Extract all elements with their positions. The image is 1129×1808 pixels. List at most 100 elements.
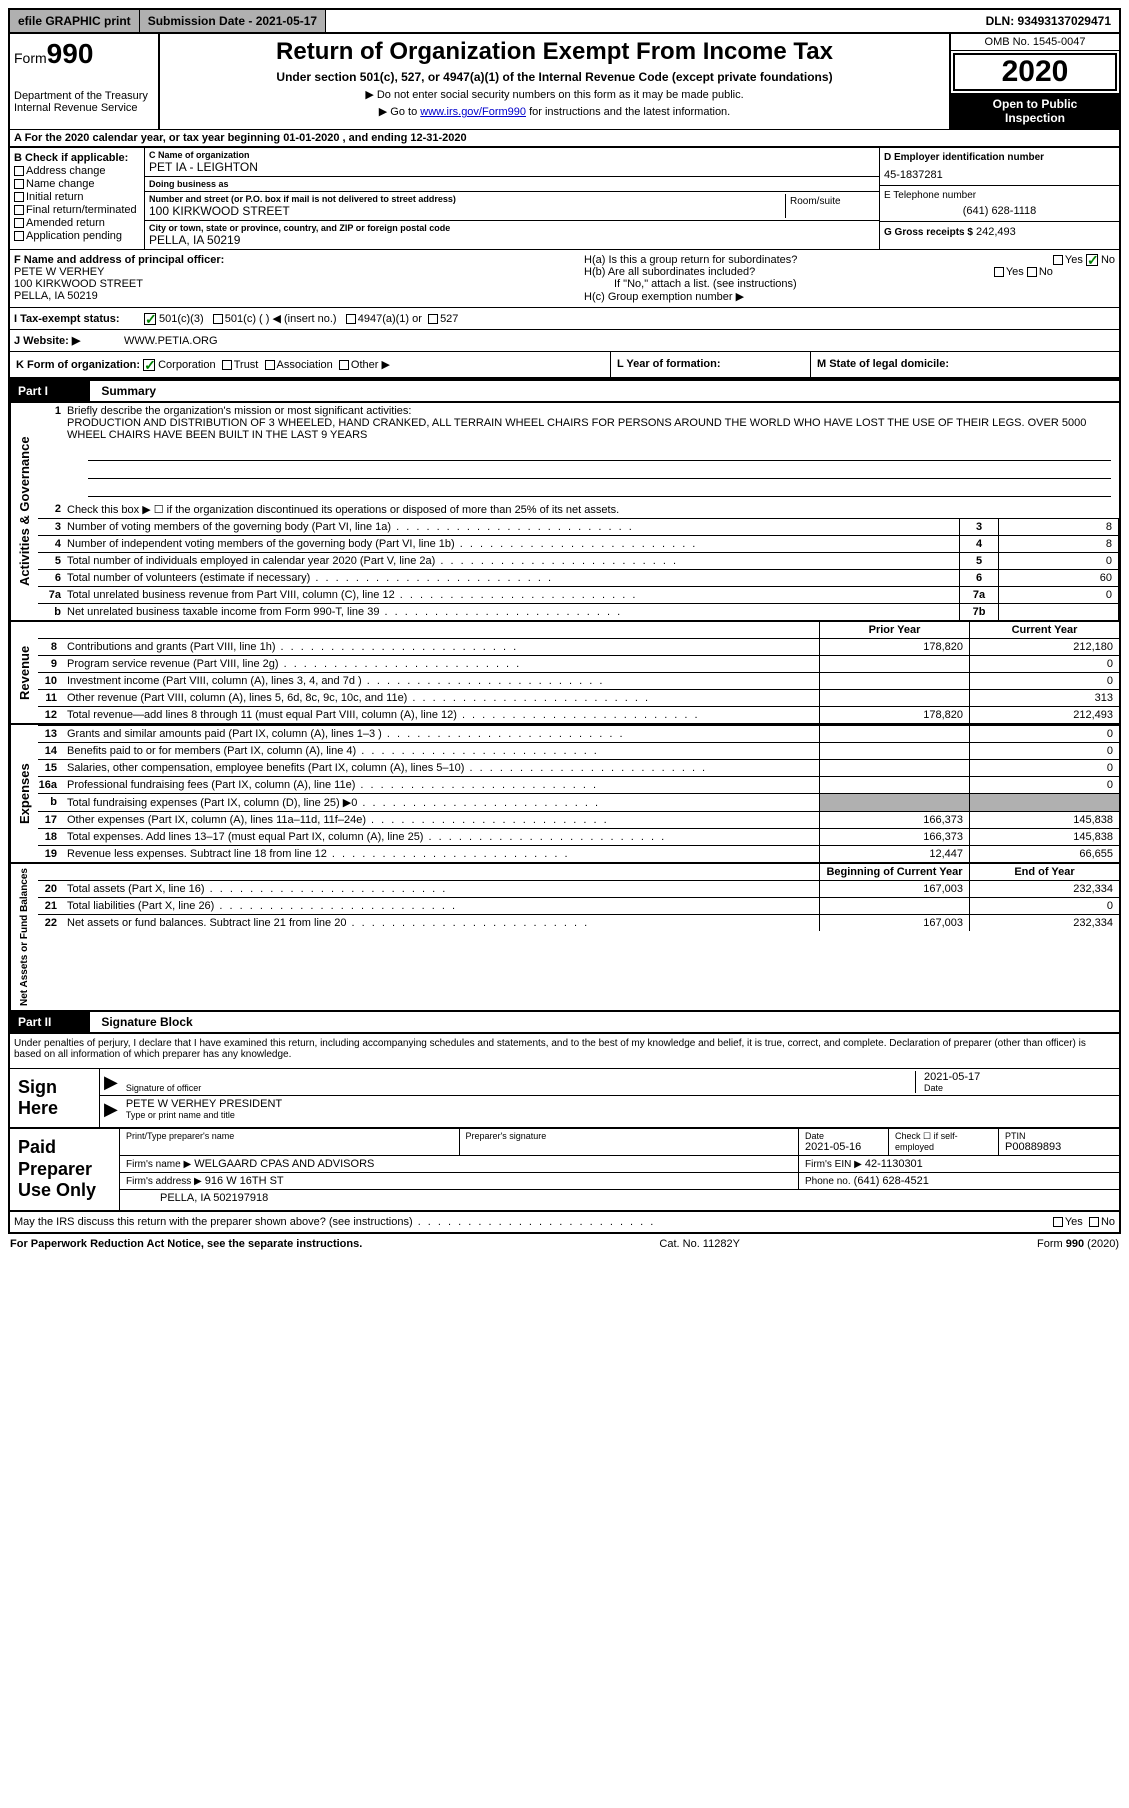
table-row: 8Contributions and grants (Part VIII, li…: [38, 638, 1119, 655]
irs-label: Internal Revenue Service: [14, 102, 154, 114]
footer-left: For Paperwork Reduction Act Notice, see …: [10, 1238, 362, 1250]
table-row: 17Other expenses (Part IX, column (A), l…: [38, 811, 1119, 828]
hb-yes[interactable]: [994, 267, 1004, 277]
room-suite: Room/suite: [785, 194, 875, 218]
revenue-section: Revenue Prior Year Current Year 8Contrib…: [8, 622, 1121, 725]
year-formation: L Year of formation:: [610, 352, 810, 377]
firm-phone-label: Phone no.: [805, 1176, 851, 1187]
table-row: 22Net assets or fund balances. Subtract …: [38, 914, 1119, 931]
table-row: 21Total liabilities (Part X, line 26)0: [38, 897, 1119, 914]
sign-here-label: Sign Here: [10, 1069, 100, 1127]
hb-no[interactable]: [1027, 267, 1037, 277]
tax-exempt-row: I Tax-exempt status: 501(c)(3) 501(c) ( …: [8, 308, 1121, 330]
city-value: PELLA, IA 50219: [149, 233, 875, 247]
line3: Number of voting members of the governin…: [67, 521, 955, 533]
v7a: 0: [999, 587, 1119, 603]
tab-activities: Activities & Governance: [10, 403, 38, 620]
org-name: PET IA - LEIGHTON: [149, 160, 875, 174]
v4: 8: [999, 536, 1119, 552]
col-prior-year: Prior Year: [819, 622, 969, 638]
tab-revenue: Revenue: [10, 622, 38, 723]
top-bar: efile GRAPHIC print Submission Date - 20…: [8, 8, 1121, 34]
form-subtitle: Under section 501(c), 527, or 4947(a)(1)…: [164, 70, 945, 84]
gross-label: G Gross receipts $: [884, 227, 973, 238]
phone-label: E Telephone number: [884, 190, 1115, 201]
chk-amended[interactable]: [14, 218, 24, 228]
expenses-section: Expenses 13Grants and similar amounts pa…: [8, 725, 1121, 864]
chk-name-change[interactable]: [14, 179, 24, 189]
activities-governance-section: Activities & Governance 1 Briefly descri…: [8, 403, 1121, 622]
v6: 60: [999, 570, 1119, 586]
table-row: 16aProfessional fundraising fees (Part I…: [38, 776, 1119, 793]
efile-print-button[interactable]: efile GRAPHIC print: [10, 10, 140, 32]
form-title: Return of Organization Exempt From Incom…: [164, 38, 945, 66]
chk-501c3[interactable]: [144, 313, 156, 325]
footer: For Paperwork Reduction Act Notice, see …: [8, 1234, 1121, 1254]
phone-value: (641) 628-1118: [884, 205, 1115, 217]
chk-address-change[interactable]: [14, 166, 24, 176]
ptin-val: P00889893: [1005, 1141, 1113, 1153]
irs-form990-link[interactable]: www.irs.gov/Form990: [420, 106, 526, 118]
net-assets-section: Net Assets or Fund Balances Beginning of…: [8, 864, 1121, 1012]
table-row: 12Total revenue—add lines 8 through 11 (…: [38, 706, 1119, 723]
city-label: City or town, state or province, country…: [149, 223, 875, 233]
ein-value: 45-1837281: [884, 169, 1115, 181]
addr-label: Number and street (or P.O. box if mail i…: [149, 194, 785, 204]
sig-officer-label: Signature of officer: [126, 1083, 915, 1093]
table-row: 9Program service revenue (Part VIII, lin…: [38, 655, 1119, 672]
table-row: 15Salaries, other compensation, employee…: [38, 759, 1119, 776]
part1-header: Part I: [10, 381, 90, 401]
open-public-badge: Open to PublicInspection: [951, 93, 1119, 129]
dept-treasury: Department of the Treasury: [14, 90, 154, 102]
line4: Number of independent voting members of …: [67, 538, 955, 550]
sig-date-value: 2021-05-17: [924, 1071, 1115, 1083]
chk-527[interactable]: [428, 314, 438, 324]
penalty-text: Under penalties of perjury, I declare th…: [10, 1034, 1119, 1064]
firm-name: WELGAARD CPAS AND ADVISORS: [194, 1158, 374, 1170]
table-row: 19Revenue less expenses. Subtract line 1…: [38, 845, 1119, 862]
col-b-checkboxes: B Check if applicable: Address change Na…: [10, 148, 145, 249]
prep-sig-label: Preparer's signature: [466, 1131, 793, 1141]
col-end-year: End of Year: [969, 864, 1119, 880]
chk-trust[interactable]: [222, 360, 232, 370]
chk-other[interactable]: [339, 360, 349, 370]
form-number: Form990: [14, 38, 154, 70]
firm-phone: (641) 628-4521: [854, 1175, 929, 1187]
ha-yes[interactable]: [1053, 255, 1063, 265]
chk-assoc[interactable]: [265, 360, 275, 370]
ptin-label: PTIN: [1005, 1131, 1113, 1141]
chk-corp[interactable]: [143, 359, 155, 371]
chk-501c[interactable]: [213, 314, 223, 324]
table-row: 13Grants and similar amounts paid (Part …: [38, 725, 1119, 742]
line2-text: Check this box ▶ ☐ if the organization d…: [67, 503, 1115, 516]
chk-final-return[interactable]: [14, 205, 24, 215]
officer-group-block: F Name and address of principal officer:…: [8, 250, 1121, 308]
org-name-label: C Name of organization: [149, 150, 875, 160]
sign-arrow-icon: ▶: [104, 1072, 126, 1093]
tab-expenses: Expenses: [10, 725, 38, 862]
ha-no[interactable]: [1086, 254, 1098, 266]
line7b: Net unrelated business taxable income fr…: [67, 606, 955, 618]
tax-year: 2020: [953, 53, 1117, 91]
discuss-no[interactable]: [1089, 1217, 1099, 1227]
part1-title: Summary: [93, 384, 156, 398]
chk-4947[interactable]: [346, 314, 356, 324]
chk-pending[interactable]: [14, 231, 24, 241]
hb-question: H(b) Are all subordinates included? Yes …: [584, 266, 1115, 278]
prep-self-emp: Check ☐ if self-employed: [889, 1129, 999, 1155]
chk-initial-return[interactable]: [14, 192, 24, 202]
discuss-yes[interactable]: [1053, 1217, 1063, 1227]
sig-date-label: Date: [924, 1083, 1115, 1093]
part2-header: Part II: [10, 1012, 90, 1032]
col-begin-year: Beginning of Current Year: [819, 864, 969, 880]
row-a-tax-year: A For the 2020 calendar year, or tax yea…: [8, 129, 1121, 148]
org-info-block: B Check if applicable: Address change Na…: [8, 148, 1121, 250]
dln-label: DLN: 93493137029471: [978, 10, 1119, 32]
sign-arrow-icon-2: ▶: [104, 1099, 126, 1120]
discuss-row: May the IRS discuss this return with the…: [8, 1212, 1121, 1234]
prep-name-label: Print/Type preparer's name: [126, 1131, 453, 1141]
ssn-note: Do not enter social security numbers on …: [164, 88, 945, 101]
dba-label: Doing business as: [149, 179, 875, 189]
table-row: 10Investment income (Part VIII, column (…: [38, 672, 1119, 689]
officer-addr: 100 KIRKWOOD STREET: [14, 278, 576, 290]
